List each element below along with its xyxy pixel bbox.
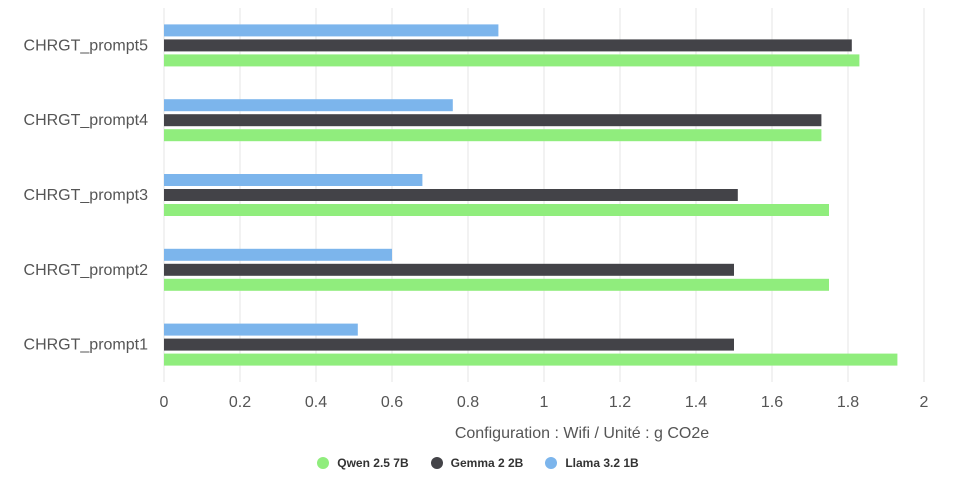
bar[interactable] xyxy=(164,114,822,127)
legend-item[interactable]: Gemma 2 2B xyxy=(430,456,524,470)
x-tick-label: 0.8 xyxy=(457,394,479,411)
legend-item[interactable]: Llama 3.2 1B xyxy=(545,456,639,470)
category-label: CHRGT_prompt5 xyxy=(24,37,149,54)
category-label: CHRGT_prompt1 xyxy=(24,337,149,354)
bar[interactable] xyxy=(164,248,392,261)
legend-label: Llama 3.2 1B xyxy=(565,456,639,470)
x-tick-label: 0.2 xyxy=(229,394,251,411)
x-axis-title: Configuration : Wifi / Unité : g CO2e xyxy=(455,425,709,442)
category-label: CHRGT_prompt3 xyxy=(24,187,149,204)
bar[interactable] xyxy=(164,204,829,216)
legend: Qwen 2.5 7B Gemma 2 2B Llama 3.2 1B xyxy=(0,456,956,470)
x-tick-label: 1.8 xyxy=(837,394,859,411)
x-tick-label: 0.6 xyxy=(381,394,403,411)
category-label: CHRGT_prompt4 xyxy=(24,112,149,129)
x-tick-label: 0 xyxy=(160,394,169,411)
x-tick-label: 1.2 xyxy=(609,394,631,411)
legend-swatch xyxy=(545,457,558,469)
legend-label: Gemma 2 2B xyxy=(450,456,524,470)
bar[interactable] xyxy=(164,39,852,52)
x-tick-label: 0.4 xyxy=(305,394,327,411)
bars xyxy=(164,24,898,366)
bar[interactable] xyxy=(164,278,829,291)
x-tick-label: 1.6 xyxy=(761,394,783,411)
bar[interactable] xyxy=(164,54,860,67)
category-labels: CHRGT_prompt5 CHRGT_prompt4 CHRGT_prompt3 C… xyxy=(24,37,149,353)
bar[interactable] xyxy=(164,174,423,186)
x-tick-label: 1 xyxy=(540,394,549,411)
bar[interactable] xyxy=(164,338,734,351)
bar[interactable] xyxy=(164,353,898,366)
legend-swatch xyxy=(430,457,443,469)
bar-chart: CHRGT_prompt5 CHRGT_prompt4 CHRGT_prompt3 C… xyxy=(24,8,929,442)
bar[interactable] xyxy=(164,99,453,112)
bar[interactable] xyxy=(164,129,822,142)
x-tick-labels: 0 0.2 0.4 0.6 0.8 1 1.2 1.4 1.6 1.8 2 xyxy=(160,394,929,411)
x-tick-label: 1.4 xyxy=(685,394,707,411)
legend-swatch xyxy=(317,457,330,469)
category-label: CHRGT_prompt2 xyxy=(24,262,149,279)
legend-item[interactable]: Qwen 2.5 7B xyxy=(317,456,409,470)
bar[interactable] xyxy=(164,323,358,336)
bar[interactable] xyxy=(164,189,738,201)
bar[interactable] xyxy=(164,263,734,276)
bar[interactable] xyxy=(164,24,499,37)
legend-label: Qwen 2.5 7B xyxy=(337,456,409,470)
x-tick-label: 2 xyxy=(920,394,929,411)
